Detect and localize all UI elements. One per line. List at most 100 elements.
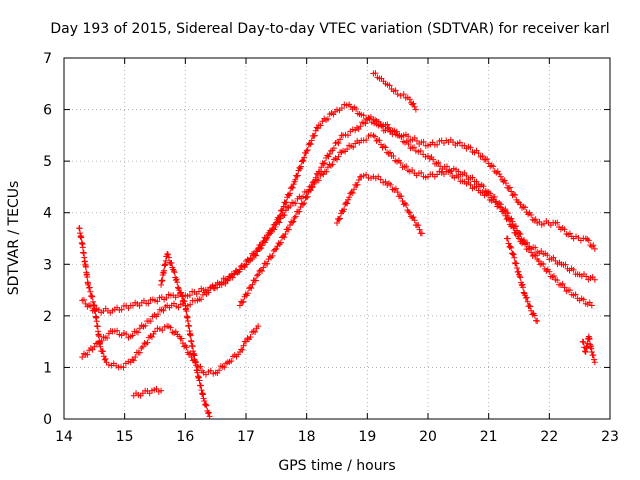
data-point — [272, 246, 279, 253]
data-point — [526, 302, 533, 309]
data-point — [554, 219, 561, 226]
data-point — [168, 259, 175, 266]
data-point — [276, 219, 283, 226]
data-point — [135, 329, 142, 336]
data-point — [411, 134, 418, 141]
data-point — [147, 318, 154, 325]
series-track-21-drop — [503, 235, 541, 325]
data-point — [287, 203, 294, 210]
data-point — [239, 346, 246, 353]
data-point — [195, 374, 202, 381]
data-point — [314, 125, 321, 132]
data-point — [443, 163, 450, 170]
data-point — [304, 193, 311, 200]
data-point — [205, 409, 212, 416]
data-point — [510, 191, 517, 198]
data-point — [160, 307, 167, 314]
data-point — [153, 385, 160, 392]
data-point — [283, 199, 290, 206]
data-point — [418, 230, 425, 237]
data-point — [85, 281, 92, 288]
data-point — [456, 139, 463, 146]
data-point — [324, 115, 331, 122]
data-point — [282, 230, 289, 237]
data-point — [236, 302, 243, 309]
data-point — [318, 164, 325, 171]
data-point — [580, 296, 587, 303]
x-tick-label: 21 — [480, 429, 498, 445]
data-point — [393, 128, 400, 135]
data-point — [334, 220, 340, 227]
data-point — [257, 267, 264, 274]
data-point — [528, 212, 535, 219]
data-point — [79, 244, 86, 251]
data-point — [508, 188, 515, 195]
data-point — [280, 203, 287, 210]
data-point — [218, 278, 225, 285]
data-point — [265, 231, 272, 238]
data-point — [203, 402, 210, 409]
data-point — [161, 267, 168, 274]
data-point — [207, 367, 214, 374]
data-point — [386, 124, 392, 131]
data-point — [308, 137, 315, 144]
data-point — [372, 116, 379, 123]
data-point — [434, 141, 441, 148]
data-point — [171, 269, 178, 276]
data-point — [406, 209, 413, 216]
data-point — [410, 214, 417, 221]
data-point — [348, 189, 355, 196]
data-point — [304, 146, 311, 153]
data-point — [250, 328, 257, 335]
data-point — [180, 297, 187, 304]
y-tick-label: 1 — [43, 360, 52, 376]
data-point — [229, 274, 236, 281]
data-point — [350, 144, 357, 151]
data-point — [199, 390, 206, 397]
data-point — [500, 178, 507, 185]
data-point — [392, 87, 399, 94]
data-point — [512, 192, 519, 199]
data-point — [491, 193, 498, 200]
data-point — [159, 277, 166, 284]
data-point — [104, 334, 111, 341]
data-point — [508, 244, 515, 251]
data-point — [289, 184, 296, 191]
data-point — [416, 226, 423, 233]
series-track-22-7 — [579, 333, 598, 366]
data-point — [300, 201, 307, 208]
data-point — [249, 256, 256, 263]
data-point — [89, 293, 96, 300]
data-point — [136, 325, 143, 332]
data-point — [84, 351, 91, 358]
data-point — [320, 160, 327, 167]
data-point — [479, 152, 486, 159]
data-point — [516, 235, 522, 242]
data-point — [260, 264, 267, 271]
data-point — [372, 70, 379, 77]
data-point — [562, 261, 569, 268]
data-point — [307, 187, 314, 194]
data-point — [584, 236, 591, 243]
data-point — [362, 120, 369, 127]
data-point — [570, 266, 577, 273]
data-point — [509, 250, 516, 257]
data-point — [165, 251, 171, 258]
data-point — [154, 298, 161, 305]
data-point — [591, 276, 598, 283]
data-point — [221, 364, 228, 371]
data-point — [92, 308, 99, 315]
data-point — [398, 193, 405, 200]
data-point — [202, 401, 209, 408]
data-point — [282, 207, 289, 214]
data-point — [387, 181, 394, 188]
data-point — [591, 359, 598, 366]
data-point — [293, 173, 300, 180]
data-point — [329, 161, 336, 168]
data-point — [259, 268, 266, 275]
data-point — [335, 153, 342, 160]
y-tick-label: 5 — [43, 154, 52, 170]
data-point — [334, 139, 340, 146]
data-point — [384, 125, 391, 132]
data-point — [183, 307, 190, 314]
